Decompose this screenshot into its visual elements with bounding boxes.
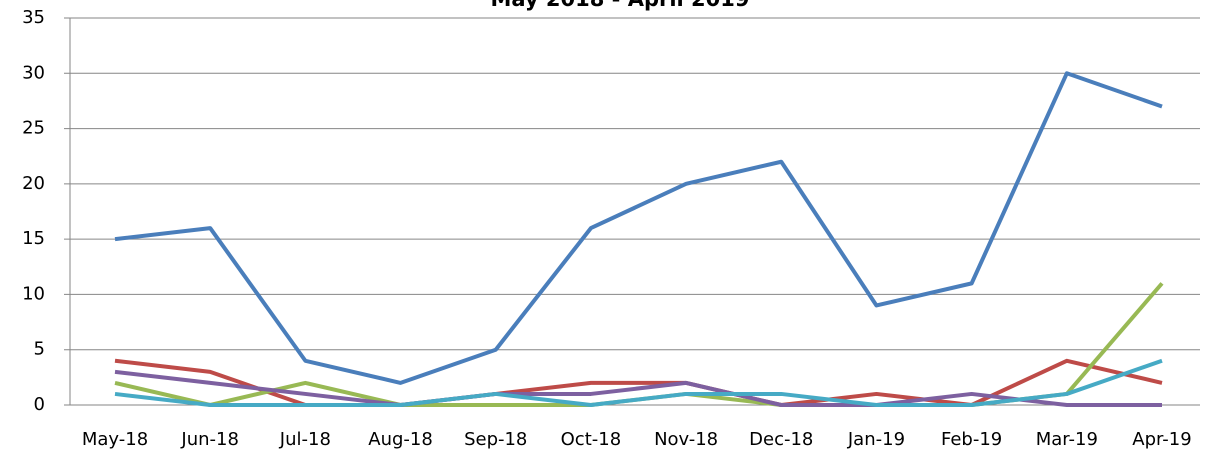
x-tick-label: Oct-18 (561, 429, 622, 450)
y-tick-label: 5 (34, 339, 45, 360)
x-tick-label: Nov-18 (654, 429, 718, 450)
x-tick-label: Mar-19 (1036, 429, 1098, 450)
y-tick-label: 0 (34, 394, 45, 415)
x-tick-label: May-18 (82, 429, 148, 450)
x-tick-label: Jun-18 (180, 429, 239, 450)
y-tick-label: 25 (22, 118, 45, 139)
chart-title: May 2018 - April 2019 (490, 0, 749, 11)
x-tick-label: Jul-18 (279, 429, 331, 450)
x-tick-label: Jan-19 (847, 429, 905, 450)
y-tick-label: 10 (22, 283, 45, 304)
x-tick-label: Feb-19 (941, 429, 1002, 450)
x-tick-label: Aug-18 (368, 429, 433, 450)
x-tick-label: Sep-18 (464, 429, 527, 450)
y-tick-label: 30 (22, 62, 45, 83)
y-tick-label: 20 (22, 173, 45, 194)
series-line (114, 369, 1162, 407)
x-tick-label: Dec-18 (749, 429, 813, 450)
y-tick-label: 35 (22, 7, 45, 28)
series-line (114, 358, 1163, 407)
x-tick-label: Apr-19 (1132, 429, 1191, 450)
series-line (114, 71, 1163, 385)
y-tick-label: 15 (22, 228, 45, 249)
